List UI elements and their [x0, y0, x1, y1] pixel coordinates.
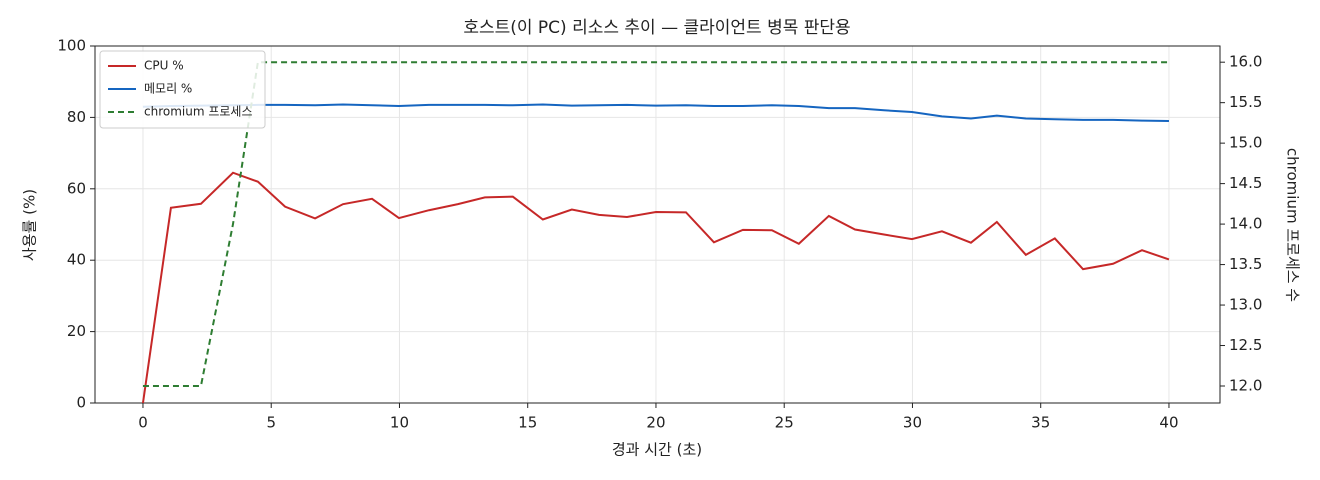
y2-axis-label: chromium 프로세스 수 [1284, 148, 1302, 302]
x-tick-label: 30 [903, 414, 922, 432]
y2-tick-label: 12.0 [1229, 377, 1262, 395]
x-tick-label: 15 [518, 414, 537, 432]
y2-tick-label: 16.0 [1229, 53, 1262, 71]
y-tick-label: 60 [67, 179, 86, 197]
x-tick-label: 0 [138, 414, 148, 432]
y-tick-label: 80 [67, 108, 86, 126]
y2-tick-label: 14.5 [1229, 174, 1262, 192]
y-tick-label: 20 [67, 322, 86, 340]
y2-tick-label: 14.0 [1229, 215, 1262, 233]
legend-box [99, 50, 266, 129]
legend-label: chromium 프로세스 [144, 105, 253, 119]
series-line [142, 61, 1169, 387]
series-line [141, 171, 1170, 404]
x-tick-label: 10 [390, 414, 409, 432]
y-tick-label: 0 [76, 394, 86, 412]
chart-title: 호스트(이 PC) 리소스 추이 — 클라이언트 병목 판단용 [463, 18, 850, 38]
y-axis-label: 사용률 (%) [21, 189, 39, 261]
y2-tick-label: 12.5 [1229, 336, 1262, 354]
series-line [142, 103, 1169, 122]
x-axis-label: 경과 시간 (초) [612, 441, 702, 459]
legend-label: CPU % [144, 59, 184, 73]
plot-frame [94, 45, 1221, 404]
y-tick-label: 40 [67, 251, 86, 269]
y2-tick-label: 15.5 [1229, 93, 1262, 111]
y2-tick-label: 13.0 [1229, 296, 1262, 314]
x-tick-label: 25 [775, 414, 794, 432]
x-tick-label: 5 [266, 414, 276, 432]
x-tick-label: 35 [1031, 414, 1050, 432]
y-tick-label: 100 [57, 37, 86, 55]
x-tick-label: 20 [646, 414, 665, 432]
legend: CPU % 메모리 % chromium 프로세스 [99, 50, 266, 129]
x-tick-label: 40 [1159, 414, 1178, 432]
y2-tick-label: 13.5 [1229, 255, 1262, 273]
y2-tick-label: 15.0 [1229, 134, 1262, 152]
legend-label: 메모리 % [144, 82, 192, 96]
